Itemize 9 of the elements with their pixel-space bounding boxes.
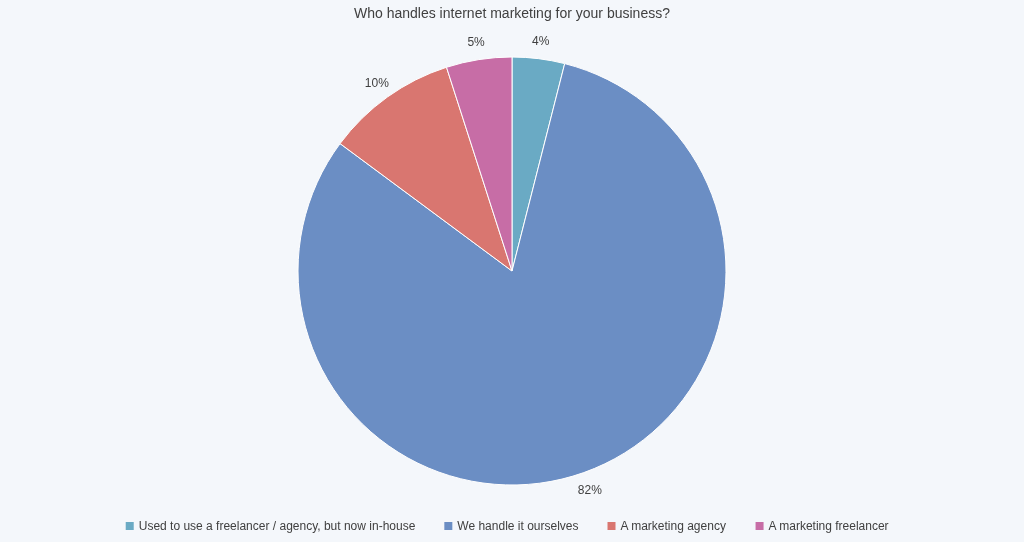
legend-label: We handle it ourselves [457,519,579,533]
data-label: 10% [364,75,390,90]
data-label: 4% [532,33,550,48]
legend-label: Used to use a freelancer / agency, but now in-house [138,519,416,533]
legend-label: A marketing agency [620,519,726,533]
legend-label: A marketing freelancer [768,519,889,533]
data-label: 5% [467,35,486,49]
chart-title: Who handles internet marketing for your business? [354,5,671,21]
data-label: 82% [577,482,603,497]
